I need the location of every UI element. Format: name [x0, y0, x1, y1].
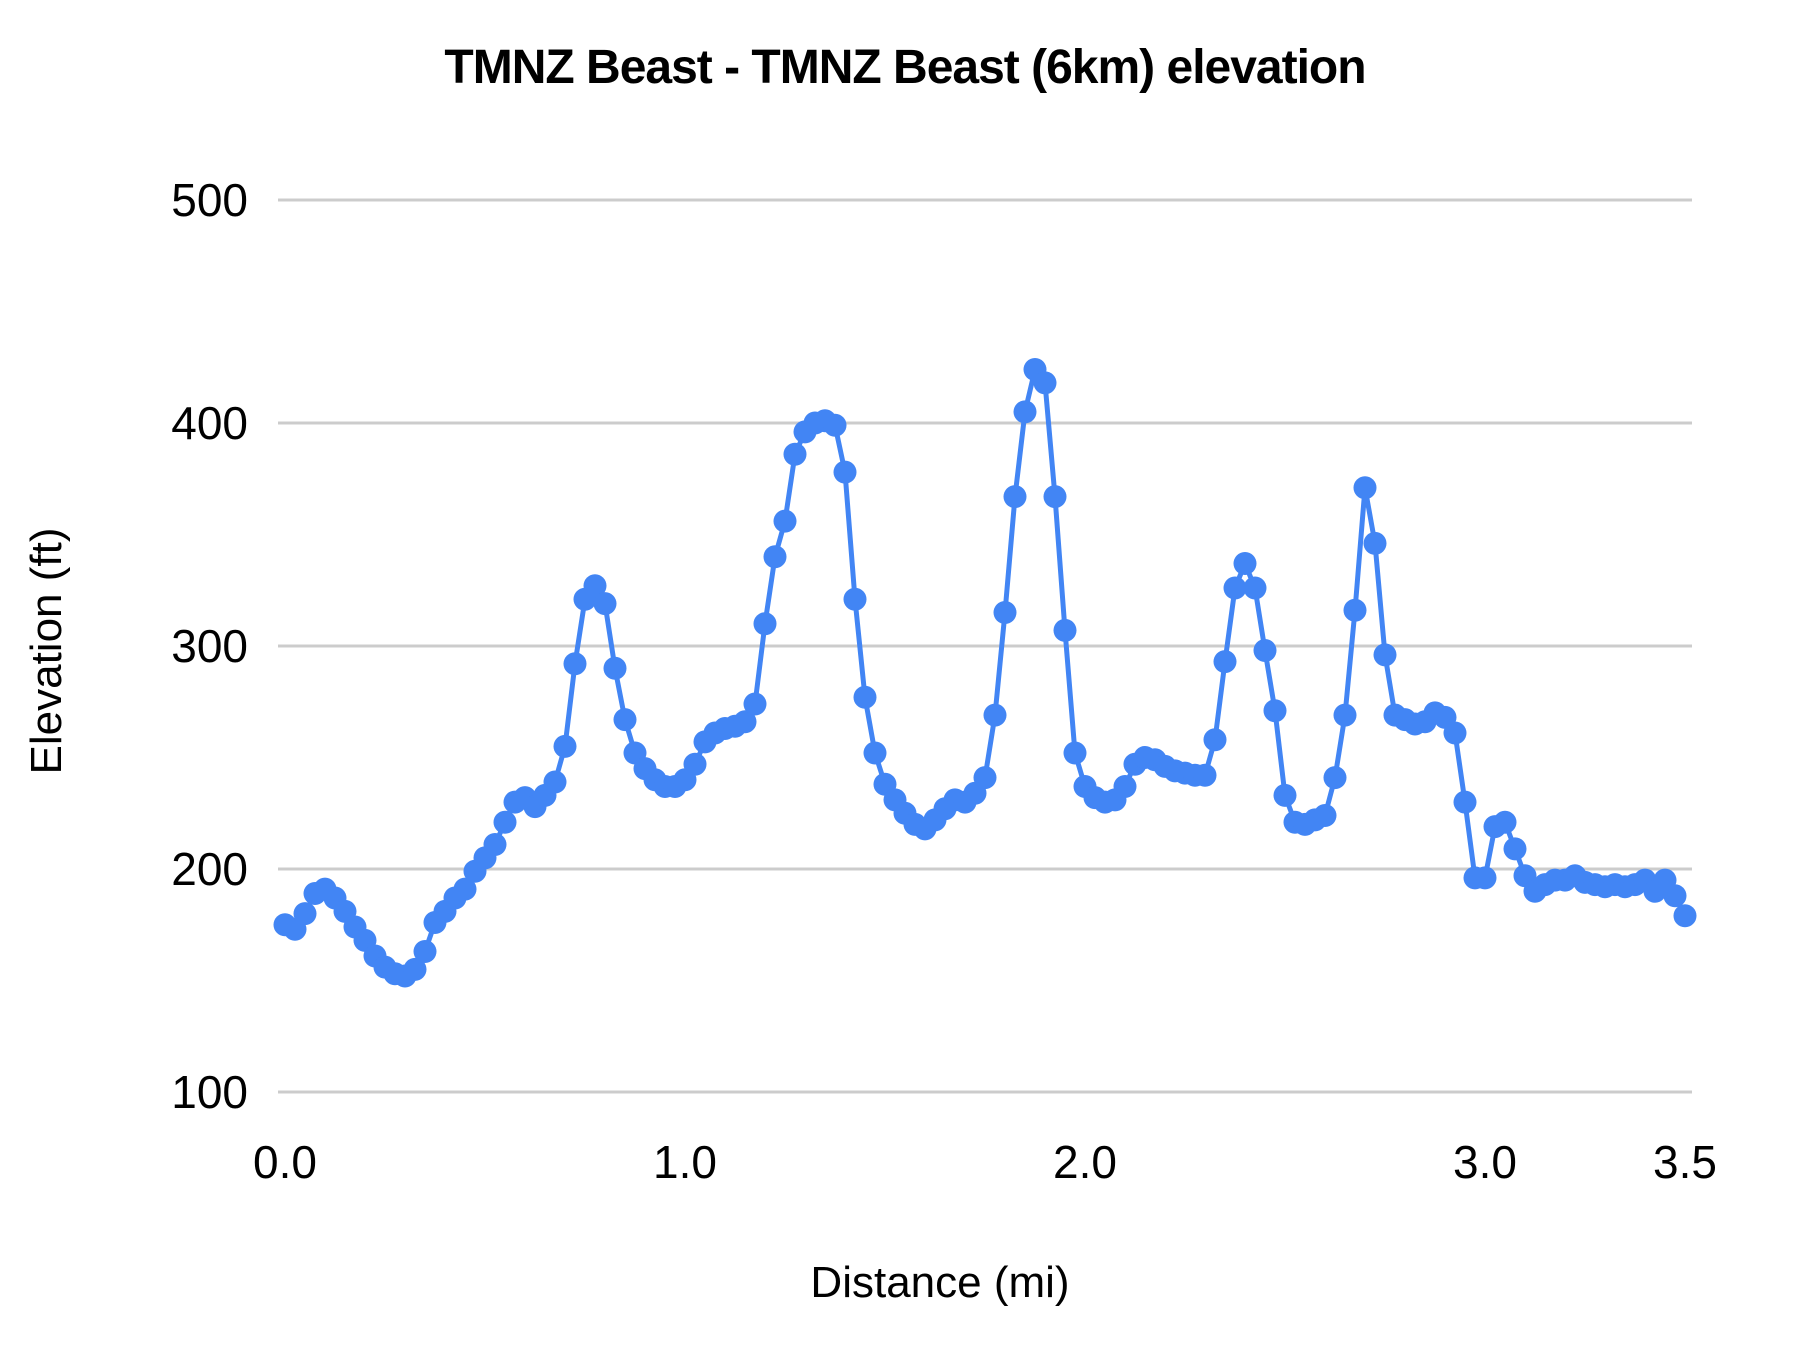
- data-point-marker: [1663, 884, 1687, 908]
- data-point-marker: [1003, 485, 1027, 509]
- data-point-marker: [1503, 837, 1527, 861]
- x-tick-label: 0.0: [253, 1136, 317, 1188]
- data-point-marker: [583, 574, 607, 598]
- data-point-marker: [1453, 790, 1477, 814]
- data-point-marker: [753, 612, 777, 636]
- data-point-marker: [1273, 783, 1297, 807]
- data-point-marker: [563, 652, 587, 676]
- data-point-marker: [1063, 741, 1087, 765]
- x-tick-label: 3.5: [1653, 1136, 1717, 1188]
- y-tick-label: 100: [171, 1066, 248, 1118]
- data-point-marker: [1053, 618, 1077, 642]
- data-point-marker: [983, 703, 1007, 727]
- data-point-marker: [1313, 804, 1337, 827]
- y-tick-label: 400: [171, 397, 248, 449]
- data-point-marker: [493, 810, 517, 834]
- data-point-marker: [1493, 810, 1517, 834]
- data-point-marker: [413, 940, 437, 963]
- data-point-marker: [553, 734, 577, 758]
- data-point-marker: [743, 692, 767, 716]
- data-point-marker: [843, 587, 867, 611]
- data-point-marker: [543, 770, 567, 794]
- data-point-marker: [1213, 650, 1237, 674]
- data-point-marker: [823, 413, 847, 437]
- data-point-marker: [733, 710, 757, 734]
- data-point-marker: [1373, 643, 1397, 667]
- data-point-marker: [1323, 766, 1347, 790]
- data-point-marker: [1353, 476, 1377, 500]
- data-point-marker: [863, 741, 887, 765]
- chart-title: TMNZ Beast - TMNZ Beast (6km) elevation: [444, 41, 1366, 94]
- data-point-marker: [593, 592, 617, 616]
- data-point-marker: [1113, 775, 1137, 798]
- data-point-marker: [1443, 721, 1467, 745]
- x-tick-label: 3.0: [1453, 1136, 1517, 1188]
- data-point-marker: [1243, 576, 1267, 600]
- data-point-marker: [763, 545, 787, 569]
- data-point-marker: [1223, 576, 1247, 600]
- data-point-marker: [853, 685, 877, 709]
- data-point-marker: [1013, 400, 1037, 424]
- data-point-marker: [603, 656, 627, 680]
- x-axis-title: Distance (mi): [810, 1258, 1070, 1307]
- data-point-marker: [1343, 598, 1367, 622]
- data-point-marker: [483, 833, 507, 856]
- data-point-marker: [1043, 485, 1067, 509]
- data-point-marker: [1203, 728, 1227, 752]
- data-point-marker: [293, 902, 317, 926]
- data-point-marker: [1033, 371, 1057, 395]
- data-point-marker: [973, 766, 997, 790]
- data-point-marker: [1193, 763, 1217, 787]
- data-point-marker: [613, 708, 637, 732]
- y-tick-label: 300: [171, 620, 248, 672]
- data-point-marker: [403, 957, 427, 981]
- data-point-marker: [453, 877, 477, 901]
- data-point-marker: [773, 509, 797, 533]
- data-point-marker: [1333, 703, 1357, 727]
- y-tick-label: 500: [171, 174, 248, 226]
- x-tick-label: 2.0: [1053, 1136, 1117, 1188]
- x-tick-label: 1.0: [653, 1136, 717, 1188]
- data-point-marker: [1263, 699, 1287, 723]
- data-point-marker: [1233, 552, 1257, 575]
- data-point-marker: [1363, 531, 1387, 555]
- data-point-marker: [1673, 904, 1697, 928]
- data-point-marker: [683, 752, 707, 776]
- y-tick-label: 200: [171, 843, 248, 895]
- data-point-marker: [993, 601, 1017, 624]
- data-point-marker: [1253, 639, 1277, 662]
- data-point-marker: [1473, 866, 1497, 890]
- data-point-marker: [833, 460, 857, 484]
- data-point-marker: [783, 442, 807, 466]
